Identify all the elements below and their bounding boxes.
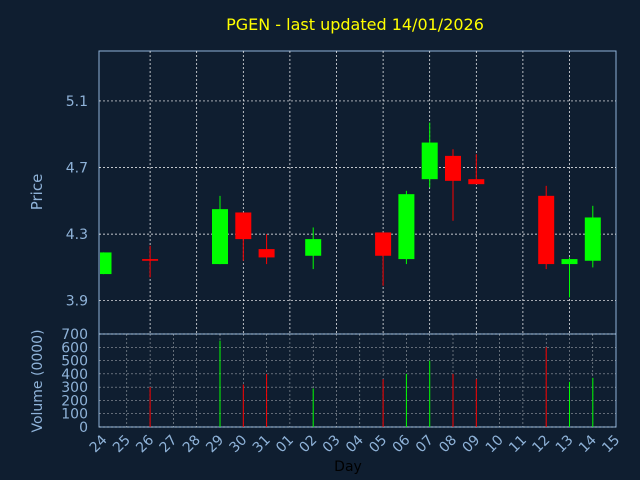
price-tick-label: 4.3 (66, 227, 88, 243)
price-axis-label: Price (28, 174, 46, 211)
candle-body (375, 232, 392, 256)
candle-body (235, 212, 252, 240)
volume-tick-label: 0 (79, 420, 88, 436)
price-gridlines (99, 51, 616, 334)
candle-body (421, 142, 438, 180)
candle-body (561, 259, 578, 265)
volume-bar-series (149, 340, 594, 427)
candle-body (100, 252, 112, 275)
candle-body (468, 179, 485, 185)
volume-tick-label: 600 (61, 340, 88, 356)
candle-body (584, 217, 601, 261)
candle-body (398, 194, 415, 260)
price-axis-ticks: 3.9 4.3 4.7 5.1 (66, 94, 88, 310)
candle-body (142, 259, 159, 261)
candle-body (212, 209, 228, 265)
candlestick-series (100, 122, 601, 298)
price-tick-label: 4.7 (66, 161, 88, 177)
price-tick-label: 5.1 (66, 94, 88, 110)
x-axis-ticks: 24 25 26 27 28 29 30 31 01 02 03 04 05 06 07 08 09 10 11 12… (87, 432, 624, 456)
volume-tick-label: 100 (61, 407, 88, 423)
candle-body (305, 239, 322, 256)
volume-tick-label: 500 (61, 354, 88, 370)
volume-panel-frame (98, 333, 617, 428)
candle-body (538, 195, 555, 265)
candle-body (445, 155, 461, 181)
volume-tick-label: 700 (61, 327, 88, 343)
chart-title: PGEN - last updated 14/01/2026 (226, 15, 484, 34)
price-tick-label: 3.9 (66, 294, 88, 310)
volume-tick-label: 400 (61, 367, 88, 383)
volume-axis-label: Volume (0000) (30, 329, 46, 432)
volume-tick-label: 300 (61, 380, 88, 396)
volume-tick-label: 200 (61, 393, 88, 409)
candle-body (258, 249, 275, 258)
x-axis-label: Day (334, 459, 362, 475)
